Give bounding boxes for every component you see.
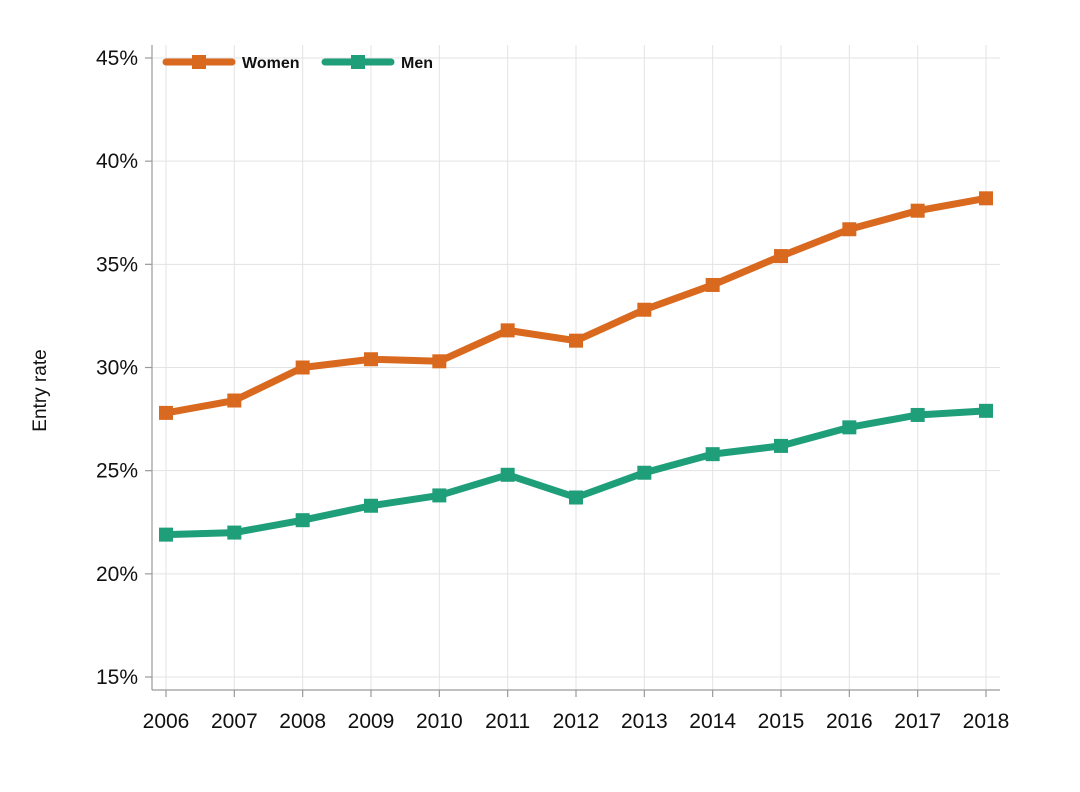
data-point-women: [637, 302, 652, 317]
data-point-men: [227, 525, 242, 540]
data-point-women: [364, 352, 378, 367]
legend-item-men: Men: [321, 55, 433, 72]
x-tick-label: 2013: [621, 710, 668, 733]
data-point-women: [159, 405, 173, 420]
x-tick-label: 2018: [963, 710, 1010, 733]
x-tick-label: 2012: [553, 710, 600, 733]
data-point-women: [705, 277, 720, 292]
data-point-women: [910, 203, 925, 218]
x-tick-label: 2006: [143, 710, 190, 733]
grid: [152, 45, 1000, 690]
x-tick-label: 2011: [485, 710, 530, 733]
data-point-women: [432, 354, 447, 369]
legend-label-men: Men: [401, 55, 433, 72]
data-point-men: [910, 407, 925, 422]
x-tick-label: 2015: [758, 710, 805, 733]
data-point-men: [637, 465, 652, 480]
x-tick-label: 2008: [279, 710, 326, 733]
x-tick-label: 2009: [348, 710, 395, 733]
x-tick-label: 2016: [826, 710, 873, 733]
data-point-men: [979, 403, 993, 418]
data-point-women: [774, 249, 788, 264]
y-tick-label: 40%: [96, 150, 138, 173]
data-point-men: [705, 447, 720, 462]
y-tick-label: 35%: [96, 253, 138, 276]
y-tick-label: 20%: [96, 563, 138, 586]
x-tick-label: 2010: [416, 710, 463, 733]
data-point-men: [432, 488, 447, 503]
x-tick-label: 2007: [211, 710, 258, 733]
data-point-men: [842, 420, 857, 435]
data-point-men: [364, 498, 378, 513]
legend-label-women: Women: [242, 55, 299, 72]
data-point-men: [500, 467, 515, 482]
data-point-women: [500, 323, 515, 338]
data-point-women: [569, 333, 583, 348]
data-point-men: [569, 490, 583, 505]
y-tick-label: 15%: [96, 666, 138, 689]
y-tick-label: 45%: [96, 47, 138, 70]
data-point-men: [295, 513, 310, 528]
legend-swatch-marker: [192, 55, 206, 69]
data-point-women: [979, 191, 993, 206]
data-point-women: [295, 360, 310, 375]
axes: 15% 20% 25% 30% 35% 40% 45% 2006 2007 2008 2009 201…: [96, 45, 1009, 733]
legend-item-women: Women: [162, 55, 299, 72]
legend-swatch-marker: [351, 55, 365, 69]
data-point-men: [159, 527, 173, 542]
x-tick-label: 2014: [689, 710, 736, 733]
series: [159, 191, 993, 542]
x-tick-label: 2017: [894, 710, 941, 733]
data-point-men: [774, 438, 788, 453]
y-tick-label: 30%: [96, 357, 138, 380]
y-axis-title: Entry rate: [30, 349, 51, 431]
legend: Women Men: [162, 55, 433, 72]
data-point-women: [842, 222, 857, 237]
data-point-women: [227, 393, 242, 408]
y-tick-label: 25%: [96, 460, 138, 483]
